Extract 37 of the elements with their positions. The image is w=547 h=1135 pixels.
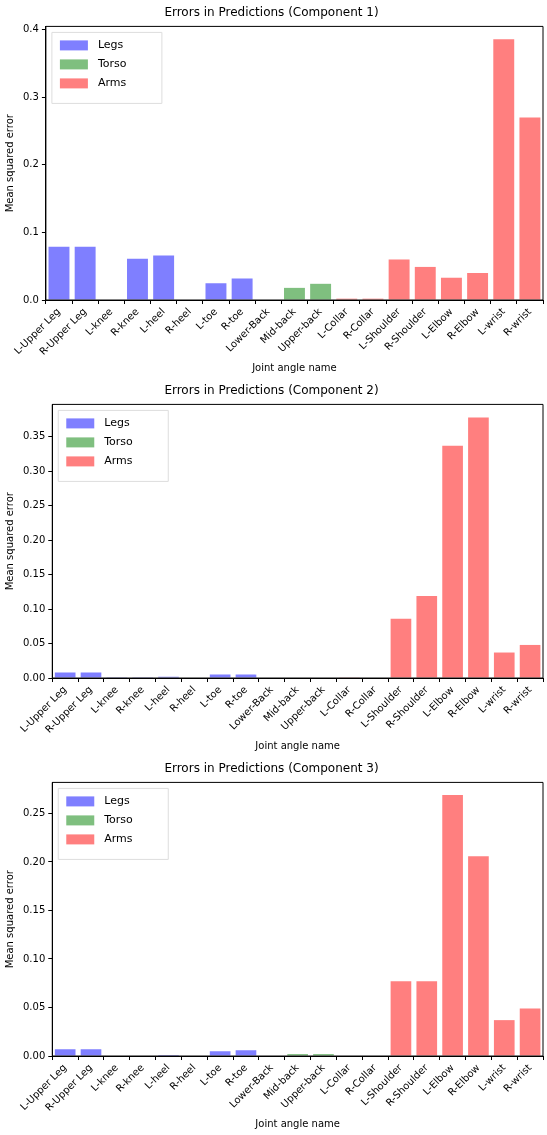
y-tick-label: 0.15 [23, 904, 46, 916]
legend-label: Legs [97, 38, 124, 52]
y-tick-label: 0.00 [23, 671, 46, 683]
y-tick-label: 0.25 [23, 499, 46, 511]
y-tick-label: 0.35 [23, 430, 46, 442]
y-tick-label: 0.2 [23, 158, 39, 170]
y-tick-label: 0.1 [23, 226, 39, 238]
legend-label: Arms [104, 454, 133, 468]
y-axis-title: Mean squared error [3, 869, 15, 969]
y-axis-title: Mean squared error [3, 491, 15, 591]
legend-label: Torso [103, 435, 134, 449]
y-tick-label: 0.00 [23, 1049, 46, 1061]
chart-title: Errors in Predictions (Component 2) [164, 383, 379, 398]
y-tick-label: 0.4 [23, 23, 39, 35]
y-axis-title: Mean squared error [3, 113, 15, 213]
x-axis-title: Joint angle name [251, 361, 337, 373]
legend-label: Torso [96, 57, 127, 71]
x-axis-title: Joint angle name [254, 1117, 340, 1129]
x-axis-title: Joint angle name [254, 739, 340, 751]
y-tick-label: 0.25 [23, 807, 46, 819]
legend-label: Torso [103, 813, 134, 827]
chart-title: Errors in Predictions (Component 1) [164, 5, 379, 20]
y-tick-label: 0.15 [23, 568, 46, 580]
legend-label: Arms [104, 832, 133, 846]
y-tick-label: 0.05 [23, 1001, 46, 1013]
y-tick-label: 0.05 [23, 637, 46, 649]
y-tick-label: 0.0 [23, 293, 39, 305]
y-tick-label: 0.20 [23, 533, 46, 545]
y-tick-label: 0.3 [23, 90, 39, 102]
y-tick-label: 0.20 [23, 855, 46, 867]
chart-title: Errors in Predictions (Component 3) [164, 761, 379, 776]
legend-label: Legs [104, 416, 130, 430]
y-tick-label: 0.10 [23, 602, 46, 614]
y-tick-label: 0.30 [23, 464, 46, 476]
legend-label: Legs [104, 794, 130, 808]
y-tick-label: 0.10 [23, 952, 46, 964]
legend-label: Arms [97, 76, 127, 90]
